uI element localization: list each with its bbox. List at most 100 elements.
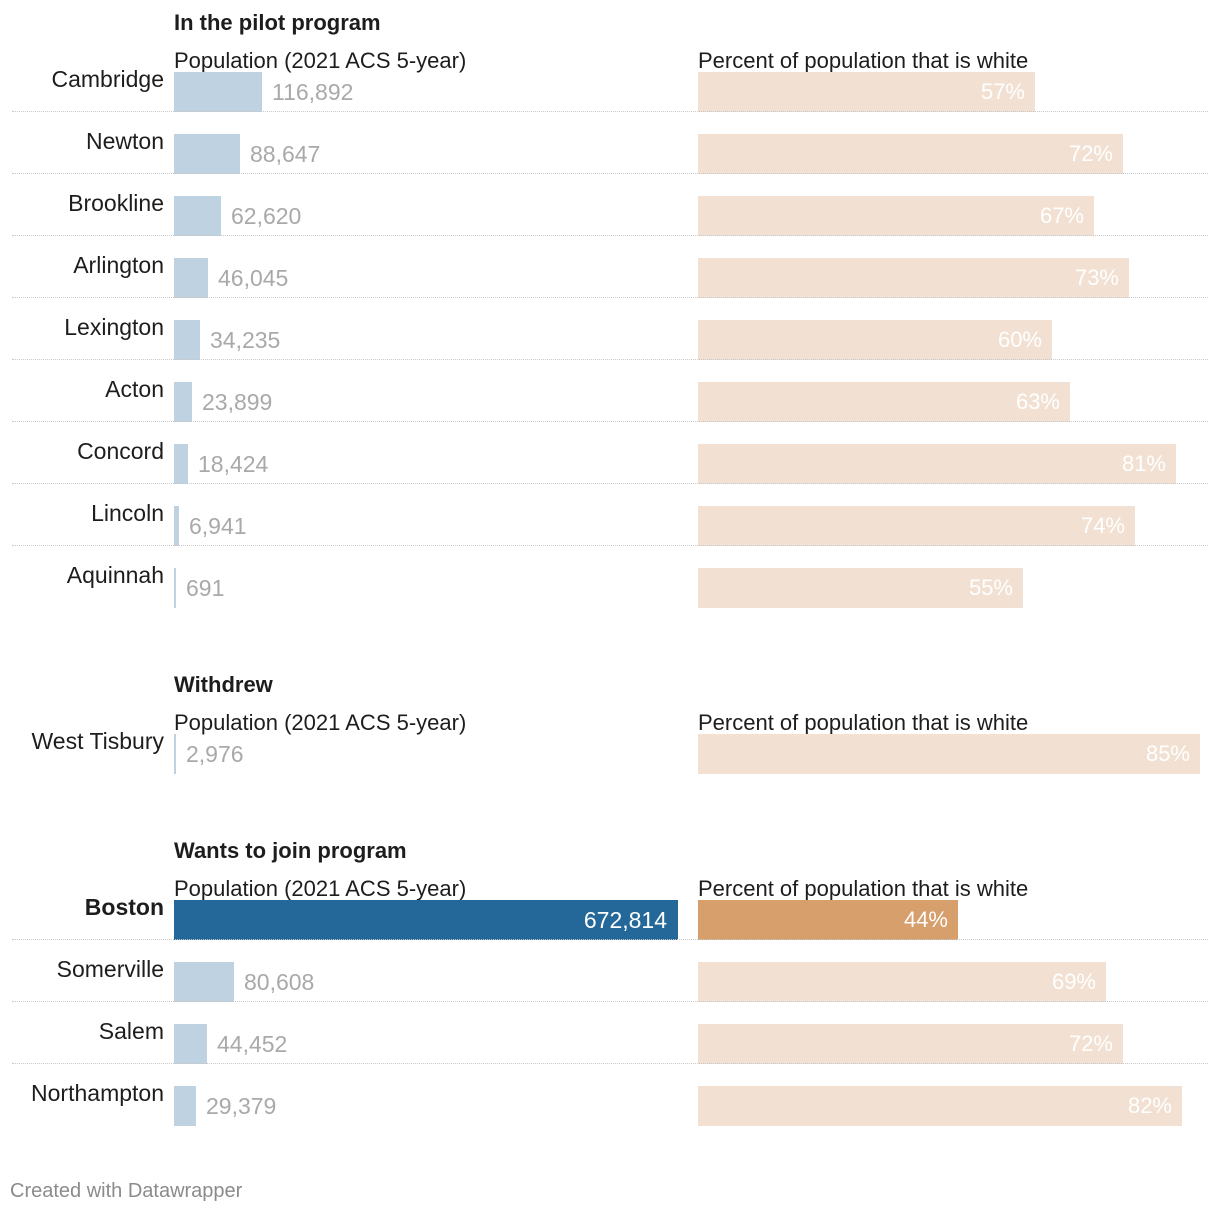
population-bar — [174, 734, 176, 774]
row-acton: Acton 23,899 63% — [0, 358, 1220, 422]
population-value-label: 672,814 — [583, 907, 667, 933]
percent-bar — [698, 962, 1106, 1002]
percent-bar — [698, 382, 1070, 422]
row-divider — [12, 235, 1208, 236]
percent-bar — [698, 1024, 1123, 1064]
percent-bar — [698, 258, 1129, 298]
population-value-label: 34,235 — [210, 327, 281, 353]
percent-value-label: 63% — [1015, 389, 1060, 414]
footer-credit: Created with Datawrapper — [10, 1180, 243, 1202]
population-value-label: 18,424 — [198, 451, 269, 477]
row-arlington: Arlington 46,045 73% — [0, 234, 1220, 298]
population-value-label: 44,452 — [217, 1031, 288, 1057]
row-label: West Tisbury — [31, 728, 165, 754]
percent-value-label: 82% — [1127, 1093, 1172, 1118]
row-label: Arlington — [73, 252, 164, 278]
row-divider — [12, 359, 1208, 360]
population-value-label: 80,608 — [244, 969, 315, 995]
population-bar — [174, 196, 221, 236]
row-aquinnah: Aquinnah 691 55% — [0, 544, 1220, 608]
percent-bar — [698, 134, 1123, 174]
row-label: Salem — [98, 1018, 164, 1044]
row-label: Newton — [86, 128, 164, 154]
percent-value-label: 85% — [1145, 741, 1190, 766]
percent-column-title: Percent of population that is white — [698, 876, 1029, 901]
percent-value-label: 74% — [1080, 513, 1125, 538]
row-label: Brookline — [68, 190, 164, 216]
population-bar — [174, 1086, 196, 1126]
population-column-title: Population (2021 ACS 5-year) — [174, 48, 467, 73]
population-bar — [174, 134, 240, 174]
population-value-label: 2,976 — [186, 741, 244, 767]
row-lincoln: Lincoln 6,941 74% — [0, 482, 1220, 546]
row-label: Acton — [105, 376, 164, 402]
row-label: Concord — [77, 438, 164, 464]
population-bar — [174, 568, 176, 608]
population-bar — [174, 72, 262, 112]
percent-bar — [698, 568, 1023, 608]
percent-bar — [698, 1086, 1182, 1126]
population-value-label: 116,892 — [272, 79, 354, 105]
row-divider — [12, 1063, 1208, 1064]
row-label: Northampton — [31, 1080, 164, 1106]
population-bar — [174, 444, 188, 484]
percent-bar — [698, 506, 1135, 546]
percent-value-label: 69% — [1051, 969, 1096, 994]
percent-value-label: 72% — [1068, 141, 1113, 166]
row-divider — [12, 1001, 1208, 1002]
population-column-title: Population (2021 ACS 5-year) — [174, 710, 467, 735]
population-bar — [174, 382, 192, 422]
population-value-label: 691 — [186, 575, 225, 601]
percent-value-label: 73% — [1074, 265, 1119, 290]
row-label: Boston — [84, 894, 164, 920]
population-value-label: 46,045 — [218, 265, 289, 291]
row-lexington: Lexington 34,235 60% — [0, 296, 1220, 360]
row-boston: Boston 672,814 44% — [0, 876, 1220, 940]
population-column-title: Population (2021 ACS 5-year) — [174, 876, 467, 901]
row-label: Aquinnah — [66, 562, 164, 588]
population-bar — [174, 258, 208, 298]
row-divider — [12, 173, 1208, 174]
percent-bar — [698, 196, 1094, 236]
row-brookline: Brookline 62,620 67% — [0, 172, 1220, 236]
percent-value-label: 72% — [1068, 1031, 1113, 1056]
row-label: Lincoln — [91, 500, 164, 526]
row-label: Lexington — [64, 314, 164, 340]
row-cambridge: Cambridge 116,892 57% — [0, 48, 1220, 112]
group-title: Withdrew — [174, 672, 273, 697]
population-value-label: 62,620 — [231, 203, 302, 229]
percent-bar — [698, 320, 1052, 360]
percent-value-label: 57% — [980, 79, 1025, 104]
row-divider — [12, 421, 1208, 422]
percent-column-title: Percent of population that is white — [698, 48, 1029, 73]
row-label: Cambridge — [51, 66, 165, 92]
population-bar — [174, 900, 678, 940]
percent-value-label: 55% — [968, 575, 1013, 600]
row-divider — [12, 545, 1208, 546]
group-title: Wants to join program — [174, 838, 407, 863]
population-bar — [174, 962, 234, 1002]
percent-column-title: Percent of population that is white — [698, 710, 1029, 735]
row-northampton: Northampton 29,379 82% — [0, 1062, 1220, 1126]
row-divider — [12, 483, 1208, 484]
percent-value-label: 81% — [1121, 451, 1166, 476]
percent-bar — [698, 900, 958, 940]
row-divider — [12, 111, 1208, 112]
population-bar — [174, 320, 200, 360]
population-bar — [174, 1024, 207, 1064]
row-newton: Newton 88,647 72% — [0, 110, 1220, 174]
row-salem: Salem 44,452 72% — [0, 1000, 1220, 1064]
population-value-label: 23,899 — [202, 389, 273, 415]
population-value-label: 29,379 — [206, 1093, 277, 1119]
percent-bar — [698, 444, 1176, 484]
population-value-label: 88,647 — [250, 141, 321, 167]
population-bar — [174, 506, 179, 546]
group-title: In the pilot program — [174, 10, 381, 35]
percent-value-label: 67% — [1039, 203, 1084, 228]
percent-value-label: 60% — [997, 327, 1042, 352]
population-value-label: 6,941 — [189, 513, 247, 539]
percent-bar — [698, 734, 1200, 774]
percent-value-label: 44% — [903, 907, 948, 932]
percent-bar — [698, 72, 1035, 112]
row-west-tisbury: West Tisbury 2,976 85% — [0, 710, 1220, 774]
